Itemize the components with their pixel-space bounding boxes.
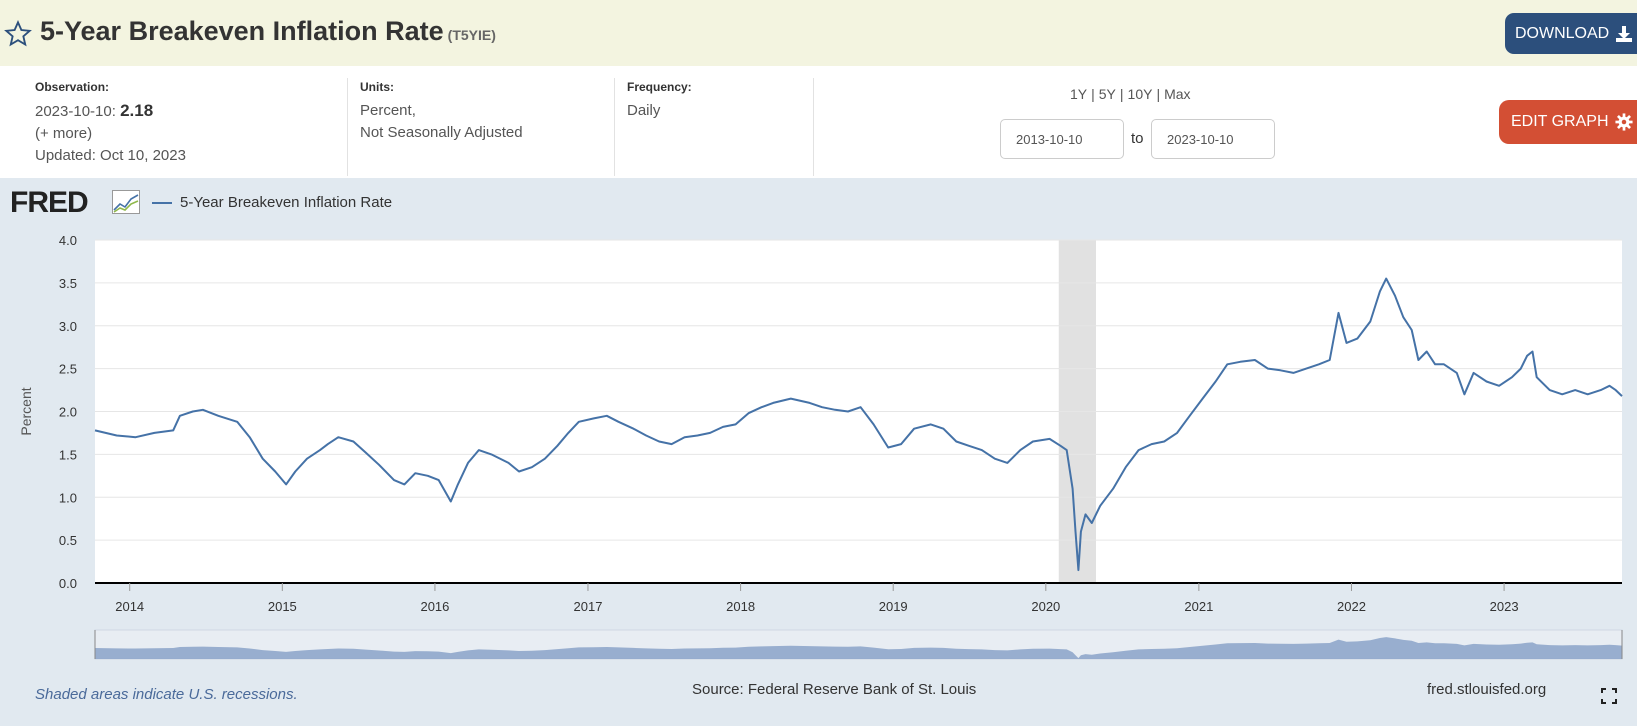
- frequency-value: Daily: [627, 102, 661, 119]
- x-tick-label: 2015: [268, 599, 297, 614]
- y-tick-label: 1.5: [59, 447, 77, 462]
- fullscreen-icon[interactable]: [1601, 688, 1617, 704]
- divider: [347, 78, 348, 176]
- download-icon: [1616, 25, 1633, 42]
- units-line2: Not Seasonally Adjusted: [360, 124, 523, 141]
- divider: [813, 78, 814, 176]
- series-id: (T5YIE): [447, 27, 496, 43]
- fred-logo[interactable]: FRED: [10, 186, 89, 219]
- frequency-label: Frequency:: [627, 80, 692, 94]
- legend-swatch: [152, 201, 172, 204]
- divider: [614, 78, 615, 176]
- series-title: 5-Year Breakeven Inflation Rate: [40, 16, 444, 46]
- units-label: Units:: [360, 80, 394, 94]
- to-label: to: [1131, 130, 1144, 147]
- y-tick-label: 2.5: [59, 362, 77, 377]
- series-line: [94, 277, 1623, 572]
- range-10y[interactable]: 10Y: [1127, 86, 1153, 102]
- y-tick-label: 3.0: [59, 319, 77, 334]
- y-tick-label: 0.0: [59, 576, 77, 591]
- info-panel: Observation: 2023-10-10: 2.18 (+ more) U…: [0, 66, 1637, 178]
- units-line1: Percent,: [360, 102, 416, 119]
- legend-label: 5-Year Breakeven Inflation Rate: [180, 194, 393, 211]
- page-title: 5-Year Breakeven Inflation Rate (T5YIE): [40, 16, 496, 47]
- chart-legend: 5-Year Breakeven Inflation Rate: [152, 194, 392, 211]
- download-label: DOWNLOAD: [1515, 24, 1610, 42]
- y-tick-label: 3.5: [59, 276, 77, 291]
- observation-label: Observation:: [35, 80, 110, 94]
- units-values: Percent, Not Seasonally Adjusted: [360, 100, 523, 144]
- x-tick-label: 2017: [574, 599, 603, 614]
- x-tick-label: 2022: [1337, 599, 1366, 614]
- x-tick-label: 2016: [420, 599, 449, 614]
- line-chart: 0.0 0.5 1.0 1.5 2.0 2.5 3.0 3.5 4.0 2014 2015 2016 2…: [18, 233, 1623, 660]
- y-tick-label: 0.5: [59, 533, 77, 548]
- star-icon[interactable]: [4, 20, 32, 48]
- range-5y[interactable]: 5Y: [1098, 86, 1116, 102]
- x-tick-label: 2014: [115, 599, 144, 614]
- navigator-area: [95, 637, 1622, 659]
- observation-date: 2023-10-10:: [35, 103, 116, 120]
- gear-icon: [1614, 113, 1633, 131]
- observation-values: 2023-10-10: 2.18 (+ more) Updated: Oct 1…: [35, 100, 186, 167]
- x-tick-label: 2023: [1490, 599, 1519, 614]
- edit-graph-label: EDIT GRAPH: [1511, 113, 1609, 130]
- y-tick-label: 4.0: [59, 233, 77, 248]
- range-selector: 1Y | 5Y | 10Y | Max: [1070, 86, 1191, 102]
- fred-chart-icon: [112, 190, 140, 214]
- more-link[interactable]: (+ more): [35, 125, 93, 142]
- source-text: Source: Federal Reserve Bank of St. Loui…: [692, 681, 977, 698]
- site-url[interactable]: fred.stlouisfed.org: [1427, 681, 1547, 698]
- edit-graph-button[interactable]: EDIT GRAPH: [1499, 100, 1637, 144]
- x-tick-label: 2020: [1031, 599, 1060, 614]
- range-max[interactable]: Max: [1164, 86, 1191, 102]
- updated-date: Updated: Oct 10, 2023: [35, 147, 186, 164]
- y-tick-label: 1.0: [59, 490, 77, 505]
- x-tick-label: 2021: [1184, 599, 1213, 614]
- x-tick-label: 2019: [879, 599, 908, 614]
- y-axis-label: Percent: [18, 387, 34, 435]
- observation-value: 2.18: [120, 101, 154, 120]
- range-1y[interactable]: 1Y: [1070, 86, 1088, 102]
- y-tick-label: 2.0: [59, 405, 77, 420]
- end-date-input[interactable]: 2023-10-10: [1151, 119, 1275, 159]
- x-tick-label: 2018: [726, 599, 755, 614]
- recession-note: Shaded areas indicate U.S. recessions.: [35, 686, 298, 703]
- start-date-input[interactable]: 2013-10-10: [1000, 119, 1124, 159]
- page-header: 5-Year Breakeven Inflation Rate (T5YIE) D…: [0, 0, 1637, 66]
- download-button[interactable]: DOWNLOAD: [1505, 13, 1637, 54]
